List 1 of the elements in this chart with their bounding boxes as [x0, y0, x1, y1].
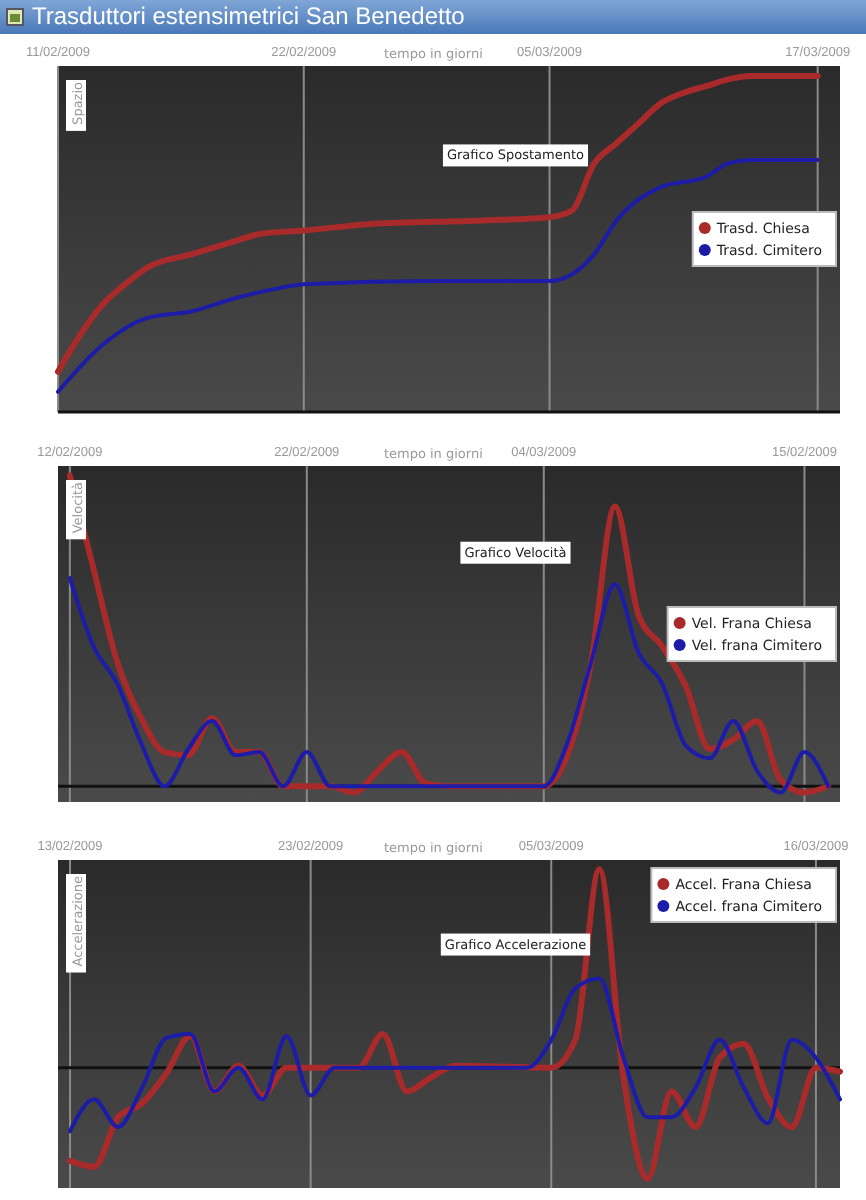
chart-title: Trasduttori estensimetrici San Benedetto [32, 0, 465, 34]
